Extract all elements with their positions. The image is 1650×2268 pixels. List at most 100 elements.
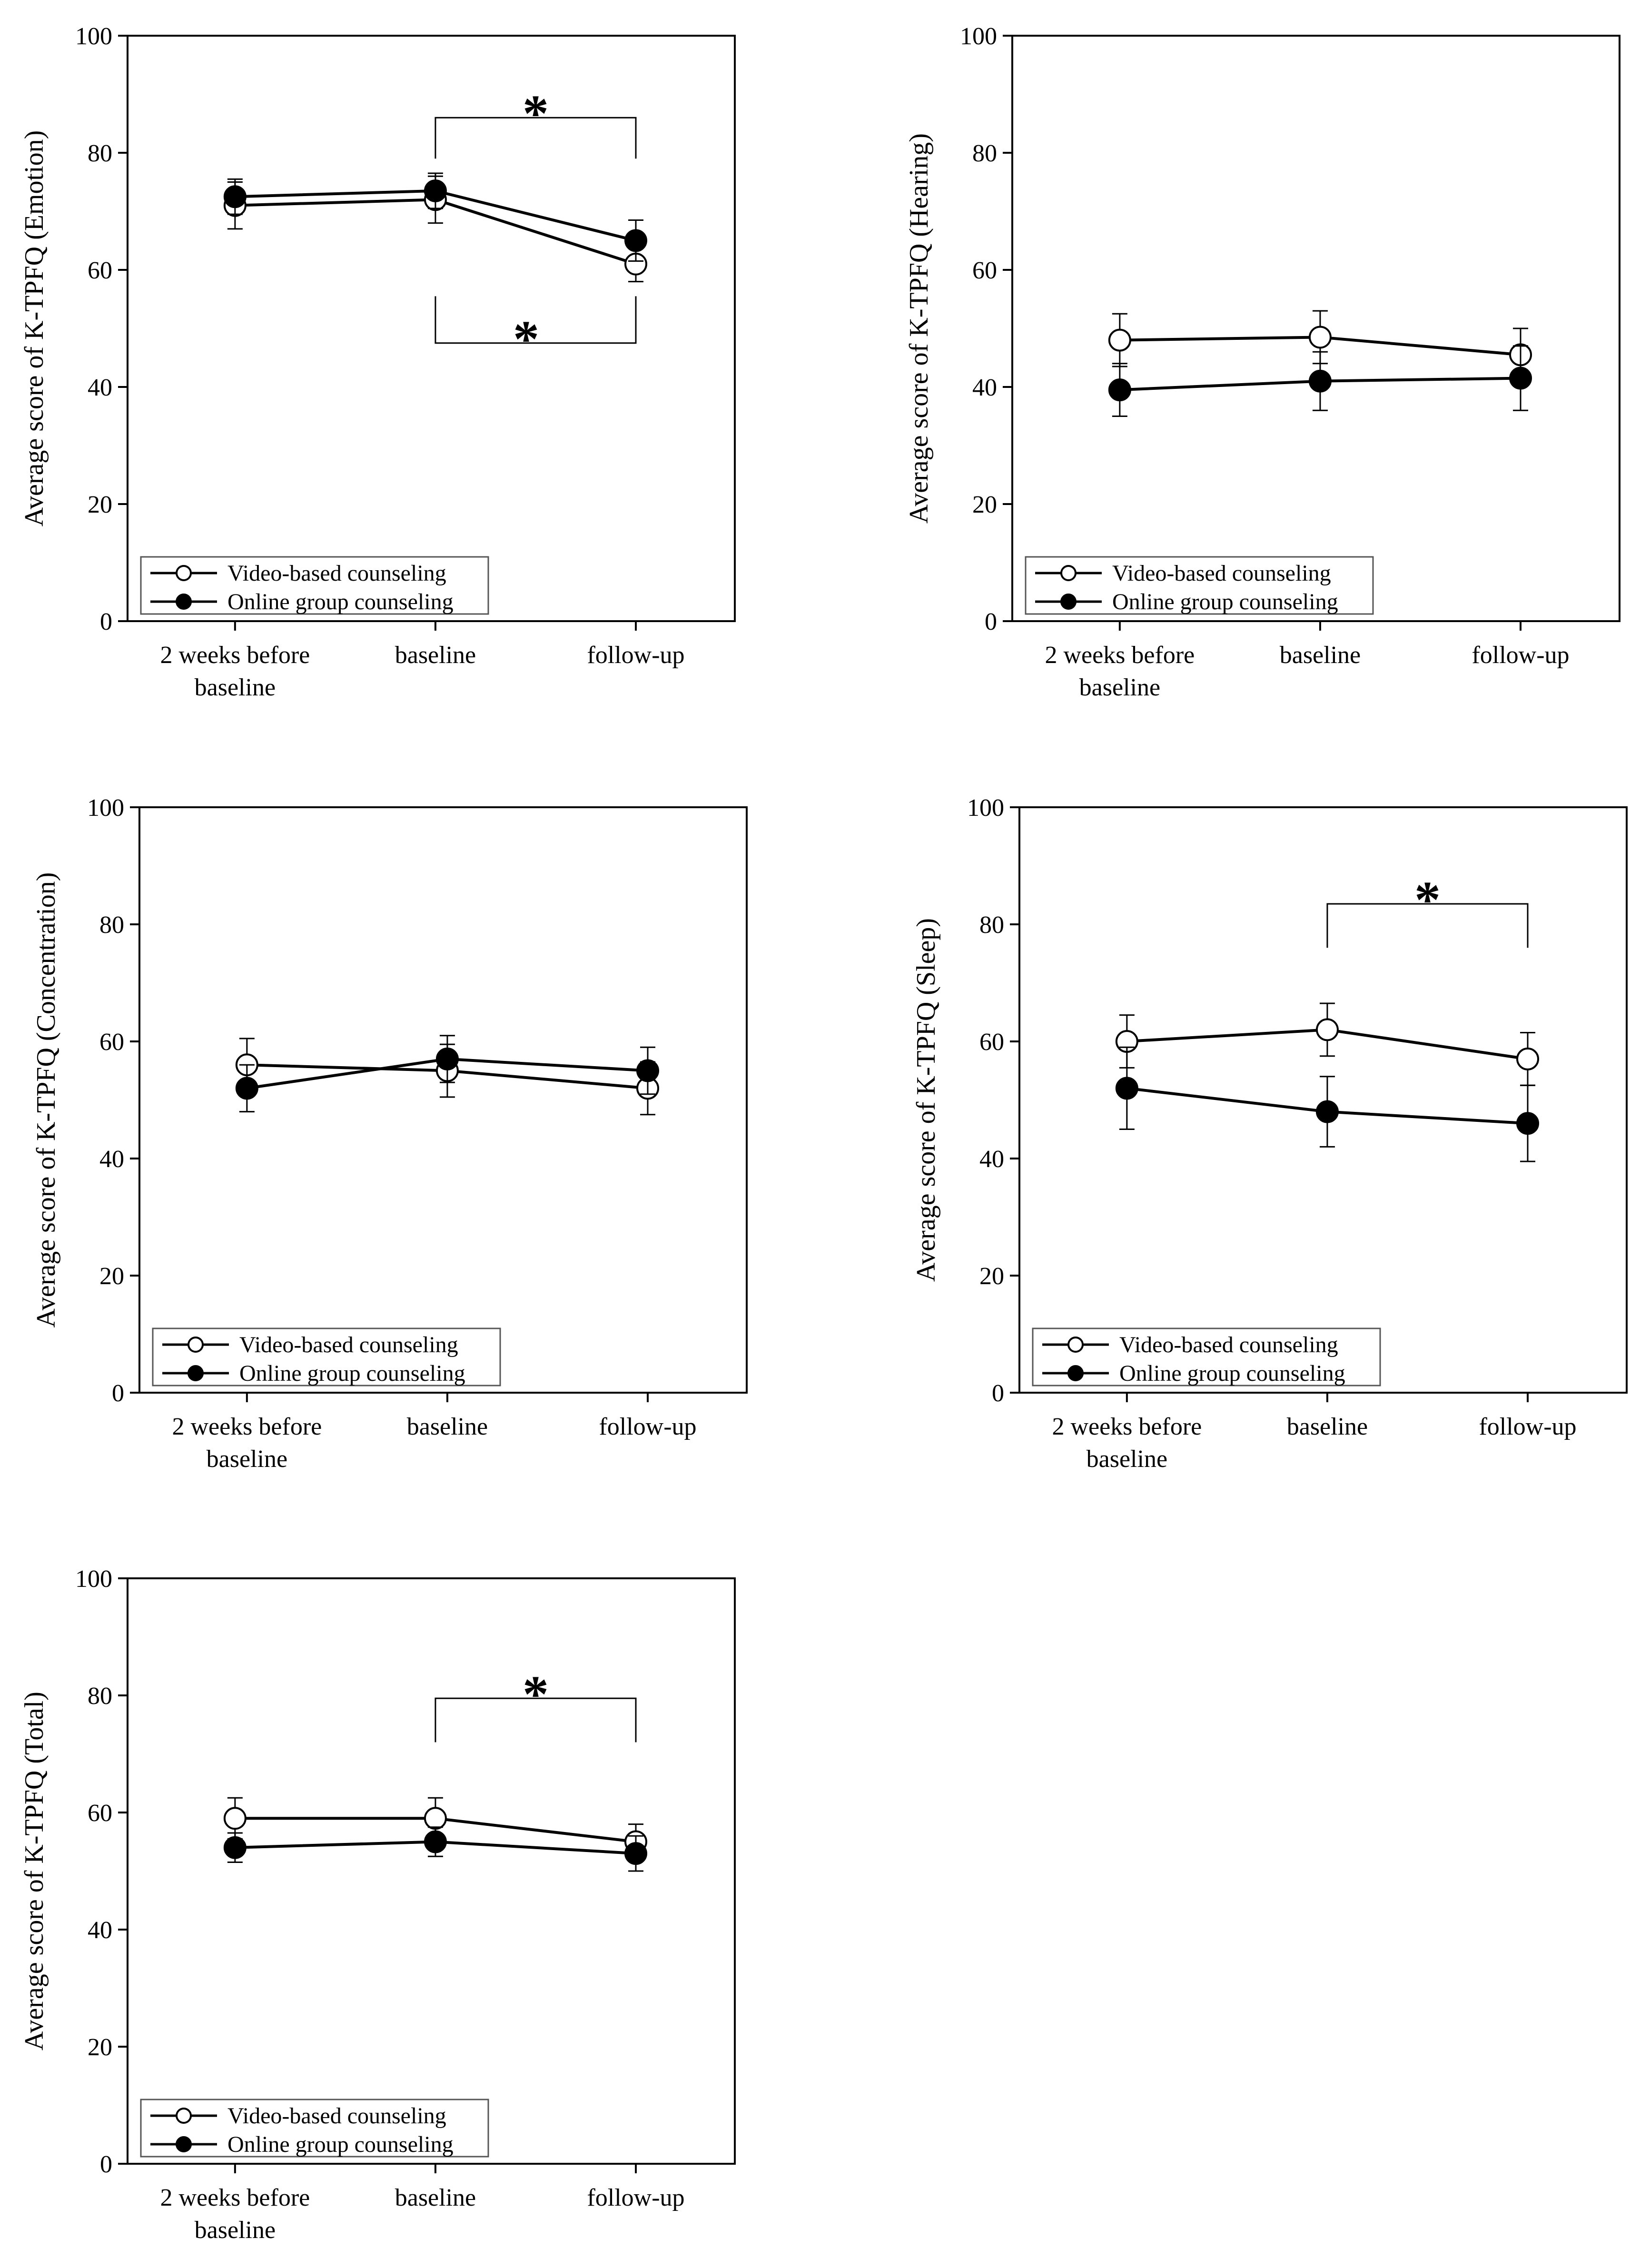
legend-marker-open	[176, 565, 192, 581]
significance-bracket: *	[435, 296, 637, 368]
chart-panel-5: 0 20 40 60 80 100 2 weeks before baseline baseli…	[20, 1565, 736, 2244]
y-tick-label: 100	[87, 794, 124, 822]
y-tick-label: 100	[967, 794, 1004, 822]
x-tick-label: baseline	[395, 2184, 476, 2211]
y-axis-title: Average score of K-TPFQ (Hearing)	[904, 133, 934, 524]
legend-label: Online group counseling	[239, 1361, 465, 1386]
y-tick-label: 80	[88, 1683, 112, 1710]
legend-marker-open	[1067, 1337, 1084, 1353]
y-axis-title: Average score of K-TPFQ (Sleep)	[911, 918, 941, 1282]
legend-box	[1025, 556, 1374, 615]
y-tick-label: 40	[88, 374, 112, 401]
legend-marker-open	[188, 1337, 204, 1353]
y-axis-title: Average score of K-TPFQ (Total)	[20, 1692, 49, 2050]
legend-label: Video-based counseling	[227, 561, 446, 586]
legend: Video-based counseling Online group couns…	[140, 556, 489, 615]
x-tick-label: follow-up	[1472, 642, 1569, 669]
data-point	[1308, 326, 1332, 349]
y-tick-label: 20	[979, 1263, 1004, 1290]
data-point	[235, 1077, 258, 1100]
data-point	[1516, 1112, 1540, 1135]
data-point	[424, 1830, 447, 1853]
legend: Video-based counseling Online group couns…	[1032, 1327, 1381, 1387]
legend-box	[140, 2099, 489, 2158]
series-online-group	[1115, 1046, 1540, 1162]
legend: Video-based counseling Online group couns…	[152, 1327, 501, 1387]
data-point	[1315, 1018, 1339, 1041]
significance-bracket: *	[435, 84, 637, 159]
data-point	[1516, 1047, 1540, 1070]
legend-marker-filled	[176, 2136, 192, 2152]
y-tick-label: 0	[100, 2151, 112, 2178]
y-tick-label: 0	[992, 1380, 1004, 1407]
y-tick-label: 60	[979, 1029, 1004, 1056]
data-point	[435, 1047, 459, 1070]
x-tick-label: 2 weeks before baseline	[160, 2184, 310, 2244]
y-tick-label: 40	[972, 374, 997, 401]
chart-panel-2: 0 20 40 60 80 100 2 weeks before baseline baseli…	[904, 23, 1620, 701]
legend-box	[1032, 1327, 1381, 1387]
y-tick-label: 60	[972, 257, 997, 284]
data-point	[1315, 1100, 1339, 1123]
legend-marker-filled	[176, 594, 192, 610]
significance-star: *	[513, 310, 539, 368]
x-tick-label: 2 weeks before baseline	[172, 1413, 322, 1473]
y-tick-label: 60	[88, 1800, 112, 1827]
plot-frame	[1018, 806, 1628, 1394]
y-tick-label: 60	[88, 257, 112, 284]
legend-marker-filled	[1067, 1365, 1084, 1381]
y-tick-label: 20	[88, 491, 112, 518]
y-tick-label: 40	[88, 1917, 112, 1944]
legend-label: Video-based counseling	[1119, 1332, 1338, 1357]
significance-star: *	[523, 1665, 549, 1723]
data-point	[223, 185, 247, 208]
legend-marker-filled	[188, 1365, 204, 1381]
y-tick-label: 20	[99, 1263, 124, 1290]
chart-panel-4: 0 20 40 60 80 100 2 weeks before baseline baseli…	[911, 794, 1628, 1473]
plot-frame	[138, 806, 748, 1394]
y-tick-label: 100	[75, 23, 112, 50]
data-point	[1108, 378, 1131, 402]
x-tick-label: baseline	[407, 1413, 488, 1440]
plot-frame	[127, 1577, 736, 2165]
series-video-based	[1115, 1002, 1540, 1086]
legend-marker-open	[1060, 565, 1077, 581]
x-tick-label: baseline	[395, 642, 476, 669]
bracket-line	[435, 296, 637, 344]
y-tick-label: 60	[99, 1029, 124, 1056]
x-tick-label: baseline	[1280, 642, 1361, 669]
y-tick-label: 0	[100, 608, 112, 635]
legend: Video-based counseling Online group couns…	[1025, 556, 1374, 615]
data-point	[1509, 366, 1532, 390]
bracket-line	[435, 1697, 637, 1743]
x-tick-label: follow-up	[587, 642, 684, 669]
y-tick-label: 100	[960, 23, 997, 50]
legend-label: Online group counseling	[227, 589, 454, 614]
x-tick-label: 2 weeks before baseline	[160, 642, 310, 701]
legend-box	[152, 1327, 501, 1387]
data-point	[424, 179, 447, 202]
x-tick-label: 2 weeks before baseline	[1052, 1413, 1202, 1473]
significance-star: *	[1414, 871, 1441, 929]
y-tick-label: 40	[99, 1146, 124, 1173]
legend: Video-based counseling Online group couns…	[140, 2099, 489, 2158]
y-tick-label: 20	[88, 2034, 112, 2061]
y-tick-label: 80	[979, 911, 1004, 939]
plot-frame	[1011, 35, 1620, 622]
y-tick-label: 0	[985, 608, 997, 635]
legend-label: Video-based counseling	[1112, 561, 1331, 586]
legend-label: Video-based counseling	[227, 2103, 446, 2129]
y-tick-label: 80	[972, 140, 997, 167]
data-point	[636, 1059, 660, 1082]
legend-label: Online group counseling	[1112, 589, 1338, 614]
series-online-group	[235, 1035, 660, 1113]
chart-panel-3: 0 20 40 60 80 100 2 weeks before baseline baseli…	[31, 794, 748, 1473]
y-tick-label: 20	[972, 491, 997, 518]
data-point	[223, 1807, 247, 1830]
x-tick-label: 2 weeks before baseline	[1045, 642, 1195, 701]
x-tick-label: follow-up	[587, 2184, 684, 2211]
x-tick-label: follow-up	[599, 1413, 696, 1440]
data-point	[1115, 1077, 1138, 1100]
data-point	[1108, 328, 1131, 352]
